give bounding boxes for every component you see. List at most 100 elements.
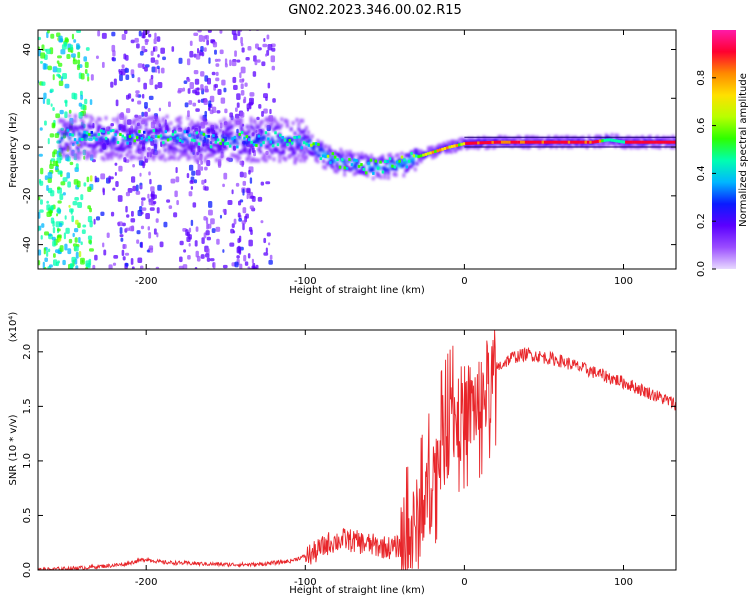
spectrogram-band-cell [556, 137, 560, 142]
spectrogram-band-cell [629, 136, 633, 141]
spectrogram-noise-cell [48, 248, 51, 253]
spectrogram-noise-cell [196, 87, 200, 91]
spectrogram-band-cell [341, 153, 345, 158]
spectrogram-noise-cell [240, 111, 245, 118]
spectrogram-band-cell [299, 148, 303, 153]
spectrogram-band-cell [297, 122, 301, 127]
spectrogram-noise-cell [206, 26, 209, 30]
spectrogram-noise-cell [146, 249, 150, 253]
spectrogram-noise-cell [57, 62, 63, 67]
spectrogram-noise-cell [88, 248, 94, 252]
spectrogram-band-cell [511, 137, 515, 142]
spectrogram-noise-cell [157, 54, 160, 58]
spectrogram-band-cell [136, 156, 140, 161]
spectrogram-band-cell [79, 117, 83, 122]
spectrogram-band-cell [238, 150, 242, 155]
spectrogram-noise-cell [147, 226, 151, 231]
spectrogram-band-cell [104, 116, 108, 121]
spectrogram-band-cell [316, 153, 320, 158]
spectrogram-noise-cell [49, 163, 54, 169]
spectrogram-noise-cell [140, 211, 144, 215]
spectrogram-band-cell [129, 156, 133, 161]
spectrogram-noise-cell [77, 51, 81, 59]
spectrogram-core-cell [69, 132, 72, 136]
spectrogram-band-cell [75, 127, 79, 132]
spectrogram-core-cell [441, 147, 444, 151]
spectrogram-band-cell [234, 138, 238, 143]
spectrogram-band-cell [616, 133, 620, 138]
spectrogram-noise-cell [193, 69, 199, 75]
spectrogram-noise-cell [57, 237, 62, 242]
spectrogram-noise-cell [71, 215, 74, 223]
spectrogram-band-cell [362, 155, 366, 160]
spectrogram-noise-cell [247, 46, 252, 51]
spectrogram-noise-cell [117, 221, 123, 227]
spectrogram-noise-cell [206, 236, 211, 241]
spectrogram-noise-cell [39, 199, 43, 205]
spectrogram-band-cell [93, 153, 97, 158]
spectrogram-band-cell [289, 142, 293, 147]
spectrogram-noise-cell [223, 87, 227, 93]
spectrogram-noise-cell [231, 60, 237, 67]
spectrogram-core-cell [467, 141, 471, 145]
spectrogram-band-cell [89, 154, 93, 159]
spectrogram-band-cell [199, 137, 203, 142]
spectrogram-band-cell [129, 154, 133, 159]
spectrogram-band-cell [379, 158, 383, 163]
spectrogram-noise-cell [39, 127, 43, 131]
spectrogram-band-cell [409, 158, 413, 163]
spectrogram-band-cell [163, 148, 167, 153]
spectrogram-noise-cell [183, 80, 188, 84]
spectrogram-band-cell [177, 156, 181, 161]
spectrogram-x-tick-label: 100 [614, 276, 633, 287]
spectrogram-noise-cell [194, 78, 200, 85]
spectrogram-band-cell [270, 119, 274, 124]
spectrogram-band-cell [270, 141, 274, 146]
spectrogram-band-cell [219, 128, 223, 133]
spectrogram-noise-cell [188, 164, 194, 171]
spectrogram-noise-cell [242, 188, 245, 196]
spectrogram-band-cell [165, 125, 169, 130]
spectrogram-band-cell [593, 143, 597, 148]
spectrogram-core-cell [529, 140, 533, 144]
spectrogram-noise-cell [130, 257, 134, 265]
spectrogram-noise-cell [149, 178, 152, 185]
spectrogram-band-cell [94, 141, 98, 146]
spectrogram-band-cell [549, 142, 553, 147]
spectrogram-band-cell [194, 153, 198, 158]
spectrogram-core-cell [264, 131, 268, 135]
spectrogram-band-cell [205, 144, 209, 149]
spectrogram-band-cell [276, 124, 280, 129]
spectrogram-band-cell [83, 135, 87, 140]
spectrogram-band-cell [413, 167, 417, 172]
spectrogram-core-cell [586, 140, 590, 144]
spectrogram-band-cell [247, 155, 251, 160]
spectrogram-noise-cell [248, 267, 253, 269]
spectrogram-band-cell [163, 123, 167, 128]
spectrogram-core-cell [178, 138, 182, 142]
spectrogram-band-cell [371, 176, 375, 181]
spectrogram-band-cell [64, 121, 68, 126]
spectrogram-core-cell [90, 130, 94, 134]
spectrogram-core-cell [415, 154, 418, 158]
spectrogram-band-cell [436, 150, 440, 155]
spectrogram-band-cell [381, 166, 385, 171]
spectrogram-band-cell [488, 137, 492, 142]
spectrogram-band-cell [327, 147, 331, 152]
spectrogram-noise-cell [183, 249, 187, 253]
spectrogram-core-cell [66, 128, 70, 132]
spectrogram-band-cell [127, 127, 131, 132]
spectrogram-core-cell [245, 135, 249, 139]
spectrogram-band-cell [497, 143, 501, 148]
spectrogram-band-cell [375, 161, 379, 166]
spectrogram-noise-cell [65, 100, 68, 107]
spectrogram-band-cell [217, 147, 221, 152]
spectrogram-noise-cell [148, 95, 154, 101]
spectrogram-band-cell [178, 115, 182, 120]
spectrogram-band-cell [665, 136, 669, 141]
spectrogram-band-cell [72, 154, 76, 159]
spectrogram-band-cell [127, 142, 131, 147]
spectrogram-noise-cell [121, 222, 126, 227]
spectrogram-noise-cell [139, 185, 143, 190]
